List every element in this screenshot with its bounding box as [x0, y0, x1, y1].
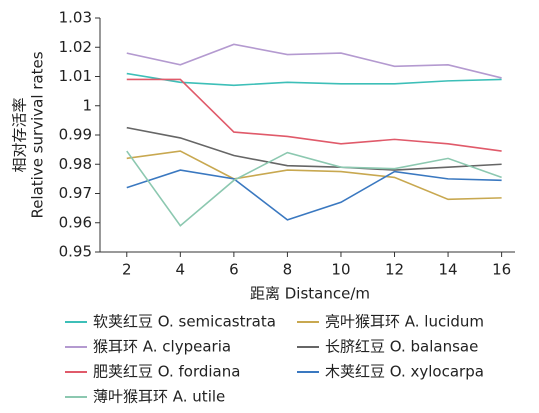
y-tick-label: 0.96 — [59, 213, 92, 231]
x-tick-label: 10 — [331, 261, 350, 279]
y-tick-label: 1.03 — [59, 9, 92, 27]
series-line — [126, 43, 502, 79]
legend-label: 薄叶猴耳环 A. utile — [93, 388, 225, 406]
x-tick-label: 6 — [229, 261, 239, 279]
x-tick-label: 12 — [385, 261, 404, 279]
legend-label: 亮叶猴耳环 A. lucidum — [325, 313, 484, 331]
y-tick-label: 1.02 — [59, 38, 92, 56]
legend-label: 长脐红豆 O. balansae — [325, 338, 478, 356]
legend-label: 肥荚红豆 O. fordiana — [93, 363, 240, 381]
series-line — [126, 169, 502, 221]
series-line — [126, 150, 502, 201]
legend-label: 软荚红豆 O. semicastrata — [93, 313, 276, 331]
y-tick-label: 0.97 — [59, 184, 92, 202]
x-tick-label: 8 — [283, 261, 293, 279]
y-axis-label: 相对存活率 — [11, 97, 29, 172]
y-axis-label: Relative survival rates — [29, 51, 47, 218]
x-tick-label: 16 — [492, 261, 511, 279]
legend-label: 猴耳环 A. clypearia — [93, 338, 231, 356]
x-tick-label: 2 — [122, 261, 132, 279]
y-tick-label: 0.95 — [59, 243, 92, 261]
series-line — [126, 78, 502, 152]
series-line — [126, 150, 502, 227]
x-tick-label: 14 — [439, 261, 458, 279]
y-tick-label: 0.98 — [59, 155, 92, 173]
series-line — [126, 72, 502, 87]
legend-label: 木荚红豆 O. xylocarpa — [325, 363, 484, 381]
y-tick-label: 1 — [82, 96, 92, 114]
y-tick-label: 0.99 — [59, 126, 92, 144]
series-line — [126, 126, 502, 171]
y-tick-label: 1.01 — [59, 67, 92, 85]
x-axis-label: 距离 Distance/m — [250, 285, 370, 303]
x-tick-label: 4 — [176, 261, 186, 279]
